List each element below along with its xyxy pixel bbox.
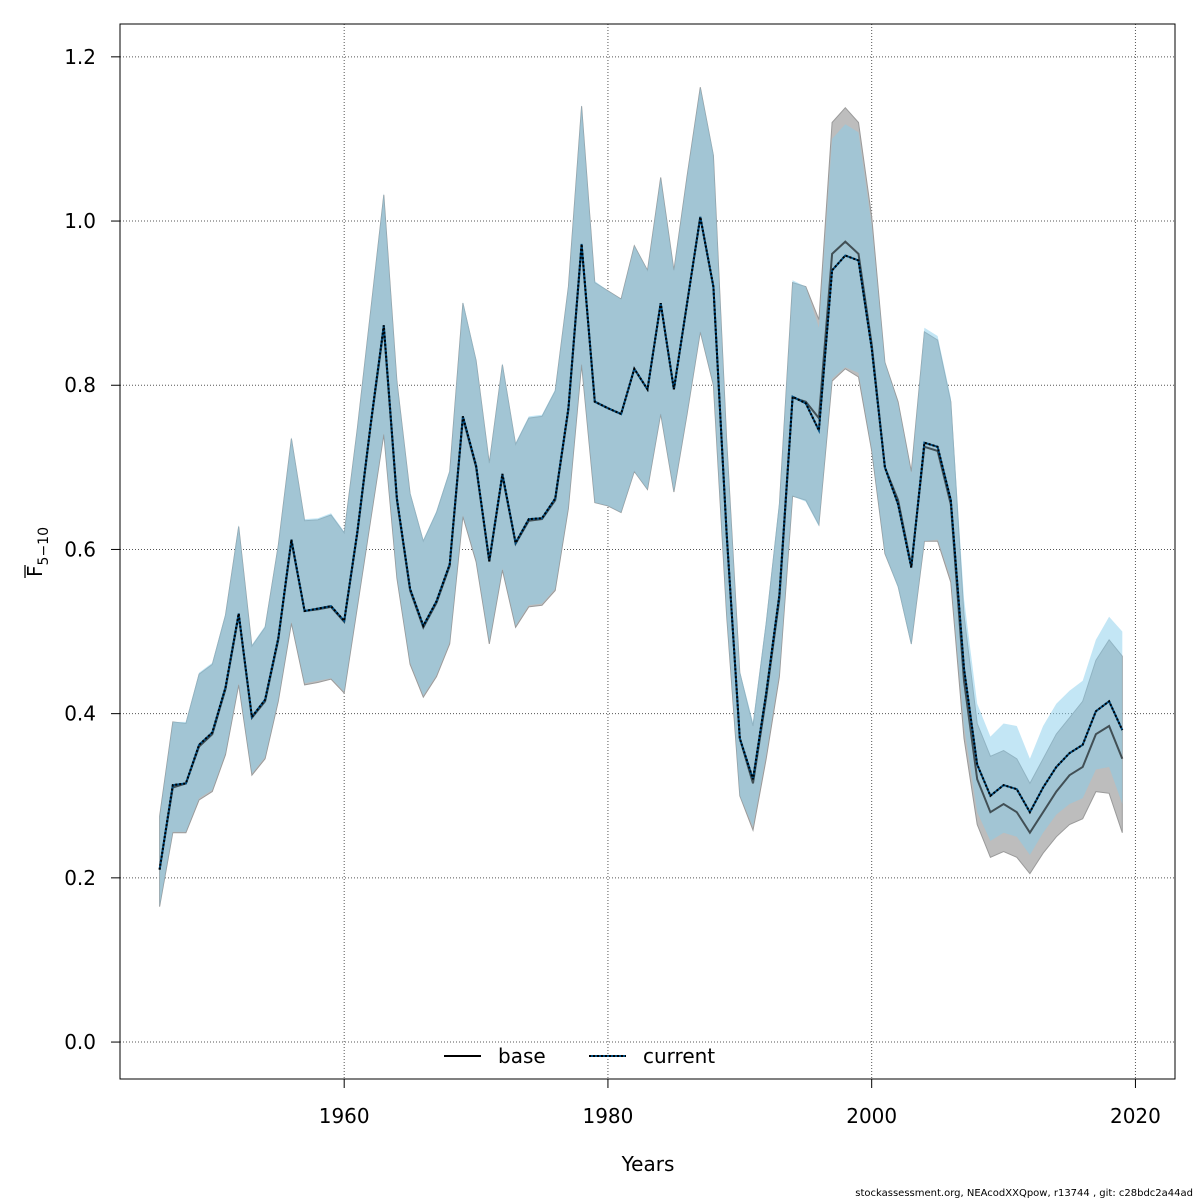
y-tick-label-5: 1.0 [64,209,96,233]
current-confidence-band [159,87,1123,907]
x-tick-label-1960: 1960 [319,1104,370,1128]
confidence-bands [159,87,1123,907]
x-axis-title: Years [621,1152,675,1176]
y-tick-label-4: 0.8 [64,373,96,397]
x-axis: 1960 1980 2000 2020 [319,1079,1161,1128]
y-axis-title-subscript: 5−10 [36,527,52,565]
y-tick-label-0: 0.0 [64,1030,96,1054]
current-line-dots [158,216,1124,870]
x-tick-label-2000: 2000 [846,1104,897,1128]
y-tick-label-2: 0.4 [64,702,96,726]
legend: base current [444,1044,715,1068]
y-tick-label-1: 0.2 [64,866,96,890]
y-axis-title: F5−10 [23,527,52,578]
y-tick-label-3: 0.6 [64,537,96,561]
series-lines [158,216,1124,870]
svg-text:F5−10: F5−10 [23,527,52,577]
footer-credit: stockassessment.org, NEAcodXXQpow, r1374… [855,1188,1193,1199]
y-axis-title-main: F [23,565,47,577]
grid [120,24,1175,1079]
x-tick-label-1980: 1980 [582,1104,633,1128]
y-axis: 0.0 0.2 0.4 0.6 0.8 1.0 1.2 [64,45,120,1054]
legend-base-label: base [498,1044,546,1068]
plot-frame [119,23,1176,1080]
legend-current-label: current [643,1044,715,1068]
y-tick-label-6: 1.2 [64,45,96,69]
x-tick-label-2020: 2020 [1110,1104,1161,1128]
